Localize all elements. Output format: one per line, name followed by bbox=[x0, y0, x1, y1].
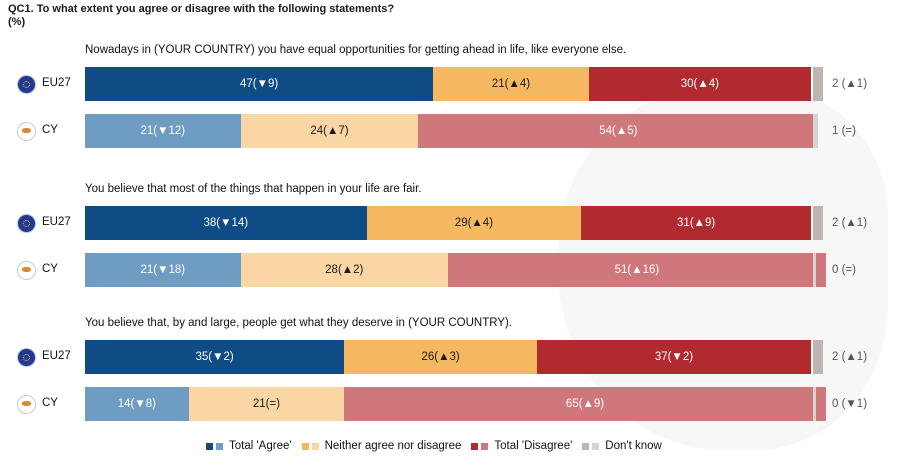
data-label-agree: 14(▼8) bbox=[117, 398, 156, 410]
chart-title-unit: (%) bbox=[8, 16, 26, 28]
data-label-dont-know: 2 (▲1) bbox=[832, 351, 868, 363]
legend-swatch-dk-cy bbox=[592, 442, 600, 450]
bar-segment-disagree: 30(▲4) bbox=[588, 67, 811, 101]
bar-cy-statement-1: 21(▼12) 24(▲7) 54(▲5) bbox=[85, 114, 819, 148]
bar-segment-agree: 14(▼8) bbox=[85, 387, 189, 421]
legend-swatch-disagree-eu bbox=[471, 442, 479, 450]
row-label-cy: CY bbox=[42, 263, 58, 275]
data-label-agree: 35(▼2) bbox=[195, 351, 234, 363]
legend-label-agree: Total 'Agree' bbox=[229, 440, 292, 452]
legend-swatch-agree-eu bbox=[206, 442, 213, 450]
statement-text-2: You believe that most of the things that… bbox=[85, 183, 422, 195]
data-label-disagree: 54(▲5) bbox=[599, 125, 638, 137]
cyprus-flag-icon bbox=[18, 123, 35, 140]
data-label-disagree: 30(▲4) bbox=[680, 78, 719, 90]
data-label-disagree: 37(▼2) bbox=[654, 351, 694, 363]
legend-item-dont-know: Don't know bbox=[582, 440, 662, 452]
legend-label-disagree: Total 'Disagree' bbox=[494, 440, 573, 452]
bar-segment-disagree: 51(▲16) bbox=[447, 253, 826, 287]
data-label-dont-know: 0 (=) bbox=[832, 264, 856, 276]
bar-cy-statement-2: 21(▼18) 28(▲2) 51(▲16) bbox=[85, 253, 826, 287]
row-label-eu27: EU27 bbox=[42, 350, 71, 362]
bar-segment-dont-know bbox=[813, 253, 816, 287]
eu-flag-icon bbox=[18, 76, 35, 93]
bar-eu27-statement-2: 38(▼14) 29(▲4) 31(▲9) bbox=[85, 206, 811, 240]
statement-text-1: Nowadays in (YOUR COUNTRY) you have equa… bbox=[85, 44, 627, 56]
bar-segment-agree: 47(▼9) bbox=[85, 67, 434, 101]
chart-title-question: QC1. To what extent you agree or disagre… bbox=[8, 3, 395, 15]
cyprus-flag-icon bbox=[18, 262, 35, 279]
data-label-disagree: 51(▲16) bbox=[614, 264, 660, 276]
bar-segment-disagree: 37(▼2) bbox=[536, 340, 811, 374]
bar-segment-dont-know bbox=[813, 67, 823, 101]
data-label-neither: 26(▲3) bbox=[421, 351, 460, 363]
eu-flag-icon bbox=[18, 215, 35, 232]
bar-segment-dont-know bbox=[813, 114, 818, 148]
bar-segment-agree: 21(▼12) bbox=[85, 114, 241, 148]
statement-text-3: You believe that, by and large, people g… bbox=[85, 317, 513, 329]
bar-segment-disagree: 65(▲9) bbox=[344, 387, 826, 421]
data-label-neither: 29(▲4) bbox=[454, 217, 494, 229]
bar-segment-agree: 38(▼14) bbox=[85, 206, 367, 240]
bar-segment-neither: 26(▲3) bbox=[344, 340, 537, 374]
bar-segment-neither: 21(=) bbox=[188, 387, 345, 421]
chart-title: QC1. To what extent you agree or disagre… bbox=[8, 3, 394, 29]
legend-item-agree: Total 'Agree' bbox=[206, 440, 292, 452]
data-label-dont-know: 2 (▲1) bbox=[832, 217, 868, 229]
legend-label-dont-know: Don't know bbox=[605, 440, 662, 452]
bar-segment-dont-know bbox=[813, 387, 816, 421]
eu-flag-icon bbox=[18, 349, 35, 366]
bar-segment-disagree: 54(▲5) bbox=[418, 114, 819, 148]
row-label-cy: CY bbox=[42, 397, 58, 409]
data-label-dont-know: 1 (=) bbox=[832, 125, 856, 137]
bar-segment-agree: 21(▼18) bbox=[85, 253, 241, 287]
bar-segment-disagree: 31(▲9) bbox=[581, 206, 811, 240]
row-label-cy: CY bbox=[42, 124, 58, 136]
data-label-dont-know: 0 (▼1) bbox=[832, 398, 868, 410]
legend-swatch-neither-eu bbox=[301, 442, 309, 450]
data-label-dont-know: 2 (▲1) bbox=[832, 78, 868, 90]
legend-swatch-agree-cy bbox=[216, 442, 223, 450]
legend-swatch-disagree-cy bbox=[481, 442, 489, 450]
legend-swatch-dk-eu bbox=[582, 442, 590, 450]
row-label-eu27: EU27 bbox=[42, 216, 71, 228]
bar-eu27-statement-3: 35(▼2) 26(▲3) 37(▼2) bbox=[85, 340, 811, 374]
bar-segment-agree: 35(▼2) bbox=[85, 340, 345, 374]
data-label-agree: 47(▼9) bbox=[239, 78, 279, 90]
bar-segment-neither: 21(▲4) bbox=[433, 67, 589, 101]
data-label-agree: 38(▼14) bbox=[203, 217, 249, 229]
data-label-neither: 28(▲2) bbox=[325, 264, 364, 276]
bar-segment-dont-know bbox=[813, 206, 823, 240]
legend-label-neither: Neither agree nor disagree bbox=[324, 440, 462, 452]
data-label-agree: 21(▼18) bbox=[140, 264, 186, 276]
bar-segment-neither: 29(▲4) bbox=[366, 206, 582, 240]
bar-segment-dont-know bbox=[813, 340, 823, 374]
legend-item-neither: Neither agree nor disagree bbox=[301, 440, 462, 452]
row-label-eu27: EU27 bbox=[42, 77, 71, 89]
bar-cy-statement-3: 14(▼8) 21(=) 65(▲9) bbox=[85, 387, 826, 421]
bar-eu27-statement-1: 47(▼9) 21(▲4) 30(▲4) bbox=[85, 67, 811, 101]
data-label-neither: 21(=) bbox=[252, 398, 281, 410]
legend-swatch-neither-cy bbox=[311, 442, 319, 450]
data-label-neither: 24(▲7) bbox=[310, 125, 349, 137]
legend-item-disagree: Total 'Disagree' bbox=[471, 440, 572, 452]
data-label-disagree: 31(▲9) bbox=[677, 217, 716, 229]
legend: Total 'Agree' Neither agree nor disagree… bbox=[206, 440, 672, 452]
cyprus-flag-icon bbox=[18, 396, 35, 413]
data-label-neither: 21(▲4) bbox=[491, 78, 531, 90]
bar-segment-neither: 28(▲2) bbox=[240, 253, 448, 287]
bar-segment-neither: 24(▲7) bbox=[240, 114, 419, 148]
data-label-disagree: 65(▲9) bbox=[565, 398, 605, 410]
data-label-agree: 21(▼12) bbox=[140, 125, 186, 137]
